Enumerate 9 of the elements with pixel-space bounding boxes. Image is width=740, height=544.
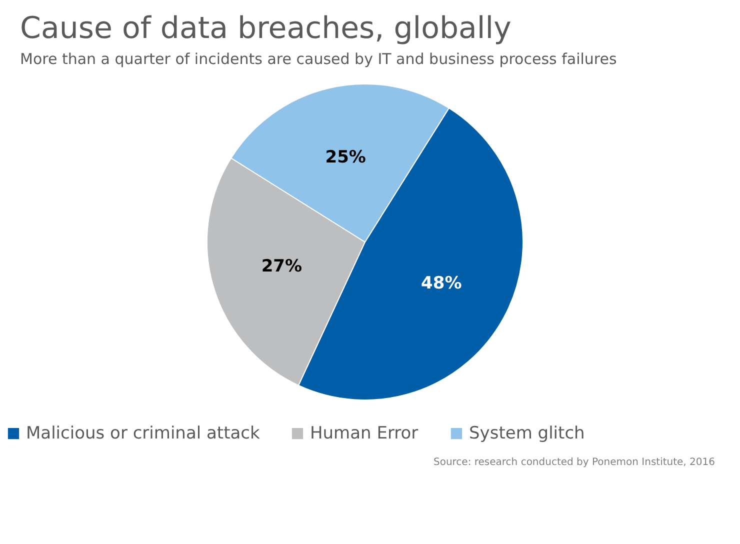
data-label: 48%	[421, 273, 462, 294]
source-note: Source: research conducted by Ponemon Institute, 2016	[433, 457, 715, 468]
chart-title: Cause of data breaches, globally	[20, 11, 512, 46]
data-label: 27%	[261, 256, 302, 277]
legend-label: Human Error	[310, 424, 418, 444]
legend-label: System glitch	[469, 424, 585, 444]
legend-label: Malicious or criminal attack	[26, 424, 260, 444]
chart-subtitle: More than a quarter of incidents are caused by IT and business process failures	[20, 50, 617, 68]
data-label: 25%	[325, 147, 366, 168]
